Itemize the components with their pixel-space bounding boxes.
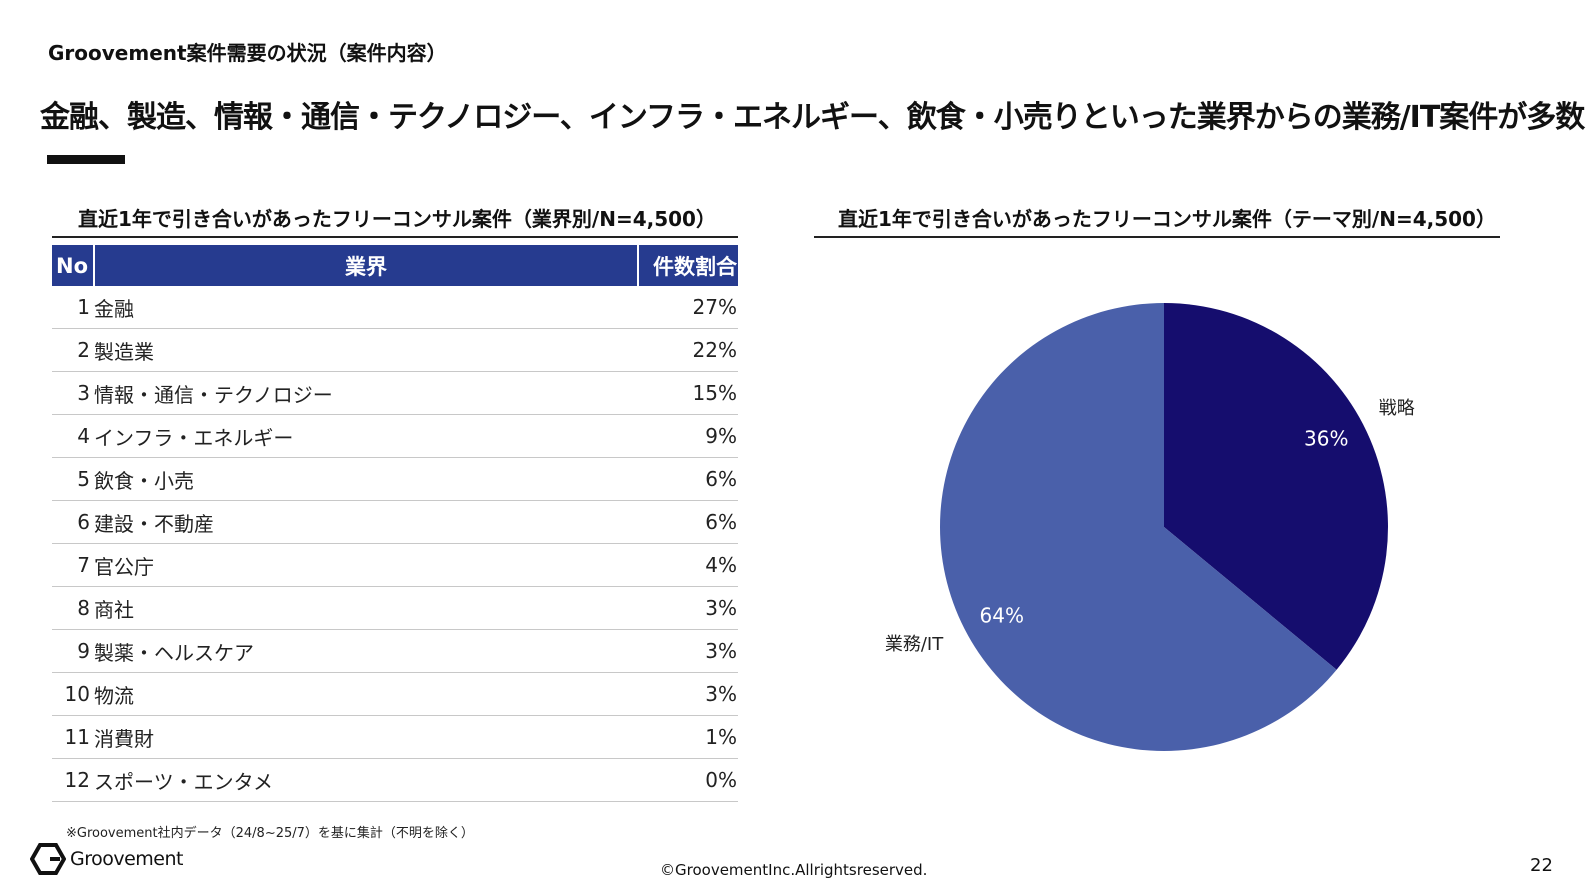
row-no: 8 — [77, 596, 90, 620]
pie-value-label-business-it: 64% — [980, 604, 1024, 628]
row-share: 6% — [705, 510, 737, 534]
row-industry: 物流 — [94, 683, 134, 708]
table-row: 6 建設・不動産 6% — [52, 501, 738, 544]
header-share: 件数割合 — [653, 254, 737, 279]
industry-table: No 業界 件数割合 1 金融 27% 2 製造業 22% 3 情報・通信・テクノロジー 15%… — [52, 245, 738, 802]
pie-title-rule — [814, 236, 1500, 238]
pie-chart-title: 直近1年で引き合いがあったフリーコンサル案件（テーマ別/N=4,500） — [838, 207, 1496, 231]
table-body: 1 金融 27% 2 製造業 22% 3 情報・通信・テクノロジー 15% 4 インフラ・エネルギー… — [52, 286, 738, 802]
pie-category-label-strategy: 戦略 — [1379, 398, 1415, 419]
row-industry: 建設・不動産 — [94, 511, 214, 536]
row-no: 7 — [77, 553, 90, 577]
copyright: ©GroovementInc.Allrightsreserved. — [660, 861, 928, 879]
header-no: No — [52, 245, 95, 286]
section-title: Groovement案件需要の状況（案件内容） — [48, 41, 447, 65]
row-no: 4 — [77, 424, 90, 448]
headline-underline — [47, 155, 125, 164]
table-title-rule — [52, 236, 738, 238]
brand-logo: Groovement — [30, 843, 184, 875]
footnote: ※Groovement社内データ（24/8~25/7）を基に集計（不明を除く） — [66, 826, 474, 841]
row-no: 11 — [64, 725, 90, 749]
table-row: 9 製薬・ヘルスケア 3% — [52, 630, 738, 673]
row-industry: 情報・通信・テクノロジー — [94, 382, 333, 407]
brand-name: Groovement — [70, 848, 184, 870]
row-no: 5 — [77, 467, 90, 491]
row-no: 10 — [64, 682, 90, 706]
row-share: 22% — [692, 338, 737, 362]
row-share: 3% — [705, 596, 737, 620]
table-row: 4 インフラ・エネルギー 9% — [52, 415, 738, 458]
row-share: 1% — [705, 725, 737, 749]
table-header-row: No 業界 件数割合 — [52, 245, 738, 286]
row-industry: 官公庁 — [94, 554, 154, 579]
pie-category-label-business-it: 業務/IT — [885, 634, 944, 655]
row-no: 9 — [77, 639, 90, 663]
row-share: 3% — [705, 682, 737, 706]
header-industry: 業界 — [95, 245, 639, 286]
table-row: 11 消費財 1% — [52, 716, 738, 759]
pie-slice-strategy — [1164, 303, 1388, 670]
row-share: 3% — [705, 639, 737, 663]
row-industry: スポーツ・エンタメ — [94, 769, 273, 794]
row-share: 6% — [705, 467, 737, 491]
row-industry: 消費財 — [94, 726, 154, 751]
table-row: 8 商社 3% — [52, 587, 738, 630]
table-title: 直近1年で引き合いがあったフリーコンサル案件（業界別/N=4,500） — [78, 207, 716, 231]
table-row: 12 スポーツ・エンタメ 0% — [52, 759, 738, 802]
table-row: 10 物流 3% — [52, 673, 738, 716]
row-industry: 金融 — [94, 296, 134, 321]
row-share: 15% — [692, 381, 737, 405]
pie-slice-business-it — [940, 303, 1337, 752]
table-row: 2 製造業 22% — [52, 329, 738, 372]
row-share: 0% — [705, 768, 737, 792]
row-share: 27% — [692, 295, 737, 319]
row-industry: 飲食・小売 — [94, 468, 194, 493]
page-number: 22 — [1530, 855, 1553, 876]
pie-value-label-strategy: 36% — [1304, 426, 1348, 450]
table-row: 3 情報・通信・テクノロジー 15% — [52, 372, 738, 415]
row-industry: 商社 — [94, 597, 134, 622]
row-industry: インフラ・エネルギー — [94, 425, 294, 450]
table-row: 1 金融 27% — [52, 286, 738, 329]
row-no: 2 — [77, 338, 90, 362]
headline: 金融、製造、情報・通信・テクノロジー、インフラ・エネルギー、飲食・小売りといった… — [40, 100, 1585, 135]
table-row: 5 飲食・小売 6% — [52, 458, 738, 501]
row-share: 9% — [705, 424, 737, 448]
row-no: 1 — [77, 295, 90, 319]
row-no: 12 — [64, 768, 90, 792]
row-no: 3 — [77, 381, 90, 405]
row-no: 6 — [77, 510, 90, 534]
table-row: 7 官公庁 4% — [52, 544, 738, 587]
row-industry: 製造業 — [94, 339, 154, 364]
row-share: 4% — [705, 553, 737, 577]
row-industry: 製薬・ヘルスケア — [94, 640, 254, 665]
groovement-logo-icon — [30, 843, 66, 875]
